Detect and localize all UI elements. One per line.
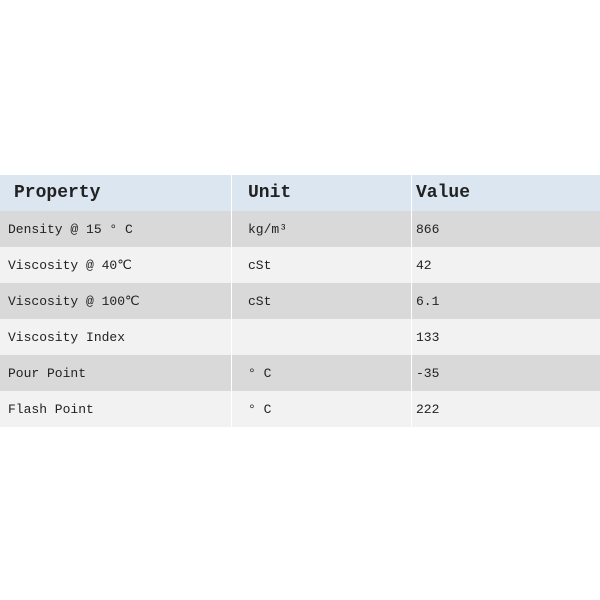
table-cell: Pour Point xyxy=(0,355,232,391)
table-cell: Flash Point xyxy=(0,391,232,427)
table-cell: ° C xyxy=(232,355,412,391)
header-row: Property Unit Value xyxy=(0,175,600,211)
header-cell: Value xyxy=(416,183,471,203)
table-cell: -35 xyxy=(416,365,440,381)
header-cell: Unit xyxy=(232,175,412,211)
table-cell: cSt xyxy=(232,247,412,283)
table-cell: 222 xyxy=(416,401,440,417)
table-row: Viscosity Index 133 xyxy=(0,319,600,355)
table-cell xyxy=(232,319,412,355)
table-cell: 6.1 xyxy=(416,293,440,309)
table-cell: 133 xyxy=(416,329,440,345)
table-cell: Viscosity Index xyxy=(0,319,232,355)
table-cell: kg/m³ xyxy=(232,211,412,247)
table-row: Pour Point ° C -35 xyxy=(0,355,600,391)
table-cell: Viscosity @ 100℃ xyxy=(0,283,232,319)
table-cell: 42 xyxy=(416,257,432,273)
table-cell: 866 xyxy=(416,221,440,237)
table-cell: ° C xyxy=(232,391,412,427)
table-cell: Viscosity @ 40℃ xyxy=(0,247,232,283)
header-cell: Property xyxy=(0,175,232,211)
table-cell: Density @ 15 ° C xyxy=(0,211,232,247)
table-row: Viscosity @ 100℃ cSt 6.1 xyxy=(0,283,600,319)
table-cell: cSt xyxy=(232,283,412,319)
table-row: Flash Point ° C 222 xyxy=(0,391,600,427)
table-row: Viscosity @ 40℃ cSt 42 xyxy=(0,247,600,283)
